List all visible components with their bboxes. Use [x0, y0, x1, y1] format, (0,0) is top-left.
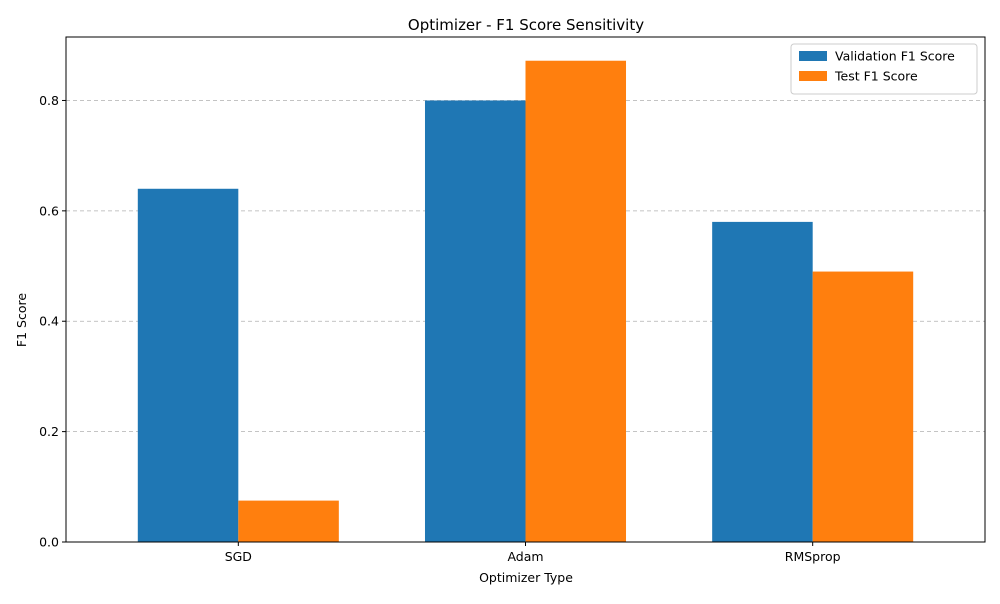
bar-validation-f1-score-rmsprop — [712, 221, 813, 542]
y-axis-ticks: 0.0 0.2 0.4 0.6 0.8 — [39, 93, 66, 550]
x-tick-label: Adam — [507, 549, 543, 564]
x-axis-ticks: SGD Adam RMSprop — [225, 542, 841, 564]
legend-swatch — [799, 71, 827, 81]
bars — [137, 60, 914, 543]
bar-test-f1-score-rmsprop — [812, 271, 914, 542]
x-tick-label: RMSprop — [785, 549, 841, 564]
legend: Validation F1 Score Test F1 Score — [790, 43, 978, 95]
y-axis-label: F1 Score — [14, 293, 29, 347]
bar-validation-f1-score-adam — [424, 100, 526, 543]
y-tick-label: 0.2 — [39, 424, 59, 439]
x-axis-label: Optimizer Type — [479, 570, 573, 585]
y-tick-label: 0.4 — [39, 314, 59, 329]
y-tick-label: 0.0 — [39, 535, 59, 550]
x-tick-label: SGD — [225, 549, 252, 564]
y-tick-label: 0.6 — [39, 203, 59, 218]
legend-box — [790, 43, 978, 95]
legend-label: Test F1 Score — [834, 69, 918, 84]
bar-test-f1-score-adam — [525, 60, 627, 542]
legend-label: Validation F1 Score — [835, 49, 955, 64]
y-tick-label: 0.8 — [39, 93, 59, 108]
chart-title: Optimizer - F1 Score Sensitivity — [408, 16, 644, 34]
bar-test-f1-score-sgd — [238, 500, 339, 542]
bar-validation-f1-score-sgd — [137, 188, 239, 543]
legend-swatch — [799, 51, 827, 61]
